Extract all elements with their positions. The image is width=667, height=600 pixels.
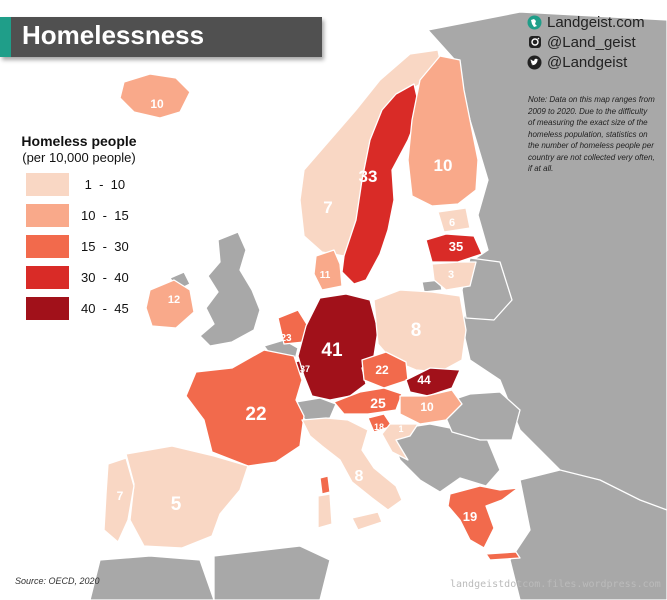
label-norway: 7 [323, 198, 332, 217]
brand-block: Landgeist.com @Land_geist @Landgeist [527, 12, 645, 72]
no-data-morocco [89, 555, 215, 600]
label-latvia: 35 [449, 239, 463, 254]
label-netherlands: 23 [280, 333, 292, 344]
label-spain: 5 [171, 494, 182, 515]
country-crete [485, 551, 521, 561]
label-ireland: 12 [168, 294, 180, 306]
legend-item: 30 - 40 [26, 266, 129, 289]
country-france [185, 349, 305, 467]
label-italy: 8 [355, 468, 364, 485]
legend-swatch [26, 297, 69, 320]
no-data-russia-east [427, 11, 667, 600]
country-portugal [103, 457, 135, 543]
country-ireland [145, 279, 195, 329]
country-denmark [313, 249, 343, 291]
legend-swatch [26, 235, 69, 258]
label-denmark: 11 [320, 270, 331, 281]
label-estonia: 6 [449, 217, 455, 229]
label-croatia: 1 [398, 424, 403, 434]
country-sweden [341, 83, 421, 285]
label-finland: 10 [434, 156, 453, 175]
legend-item: 1 - 10 [26, 173, 125, 196]
label-france: 22 [245, 404, 266, 425]
label-luxembourg: 37 [300, 364, 310, 374]
label-slovenia: 18 [374, 422, 384, 432]
legend-label: 1 - 10 [81, 177, 126, 192]
legend-swatch [26, 204, 69, 227]
legend-label: 30 - 40 [81, 270, 129, 285]
label-greece: 19 [463, 509, 477, 524]
legend-item: 10 - 15 [26, 204, 129, 227]
country-hungary [399, 389, 463, 425]
brand-site-row: Landgeist.com [527, 12, 645, 32]
brand-twitter-row: @Landgeist [527, 52, 645, 72]
label-lithuania: 3 [448, 269, 454, 281]
country-corsica [319, 475, 331, 495]
country-iceland [119, 73, 191, 119]
no-data-algeria [213, 545, 331, 600]
legend-label: 10 - 15 [81, 208, 129, 223]
country-greece [447, 485, 519, 549]
no-data-belarus [461, 257, 513, 321]
country-spain [125, 445, 249, 549]
label-slovakia: 44 [417, 373, 431, 387]
country-croatia [381, 423, 419, 461]
country-latvia [425, 233, 483, 263]
globe-icon [527, 15, 542, 30]
page-title: Homelessness [22, 20, 205, 50]
legend-title: Homeless people [21, 133, 137, 149]
title-accent-stripe [0, 17, 11, 57]
label-hungary: 10 [420, 400, 434, 414]
label-poland: 8 [411, 320, 422, 341]
legend-subtitle: (per 10,000 people) [22, 150, 136, 165]
country-italy [301, 417, 403, 511]
data-note: Note: Data on this map ranges from 2009 … [528, 95, 655, 173]
label-sweden: 33 [359, 167, 378, 186]
legend-item: 40 - 45 [26, 297, 129, 320]
label-austria: 25 [370, 395, 386, 411]
source-note: Source: OECD, 2020 [15, 576, 100, 586]
brand-instagram[interactable]: @Land_geist [547, 33, 636, 51]
country-slovakia [405, 367, 461, 397]
country-estonia [437, 207, 471, 233]
label-portugal: 7 [117, 489, 124, 503]
twitter-icon [527, 55, 542, 70]
brand-site[interactable]: Landgeist.com [547, 13, 645, 31]
label-iceland: 10 [150, 97, 164, 111]
country-sicily [351, 511, 383, 531]
brand-twitter[interactable]: @Landgeist [547, 53, 628, 71]
legend-label: 15 - 30 [81, 239, 129, 254]
no-data-turkey [509, 469, 667, 600]
no-data-uk [199, 231, 261, 347]
legend-label: 40 - 45 [81, 301, 129, 316]
legend-swatch [26, 173, 69, 196]
title-banner: Homelessness [0, 17, 322, 57]
brand-instagram-row: @Land_geist [527, 32, 645, 52]
country-lithuania [431, 261, 477, 291]
watermark: landgeistdotcom.files.wordpress.com [450, 579, 661, 590]
legend-item: 15 - 30 [26, 235, 129, 258]
legend-swatch [26, 266, 69, 289]
country-austria [333, 387, 403, 415]
label-czechia: 22 [375, 363, 389, 377]
legend: Homeless people (per 10,000 people) 1 - … [14, 133, 144, 320]
country-finland [407, 55, 479, 207]
label-germany: 41 [321, 340, 343, 361]
country-sardinia [317, 493, 333, 529]
value-labels: 10 7 33 10 6 35 3 11 12 23 37 41 8 22 44… [117, 97, 478, 524]
instagram-icon [527, 35, 542, 50]
